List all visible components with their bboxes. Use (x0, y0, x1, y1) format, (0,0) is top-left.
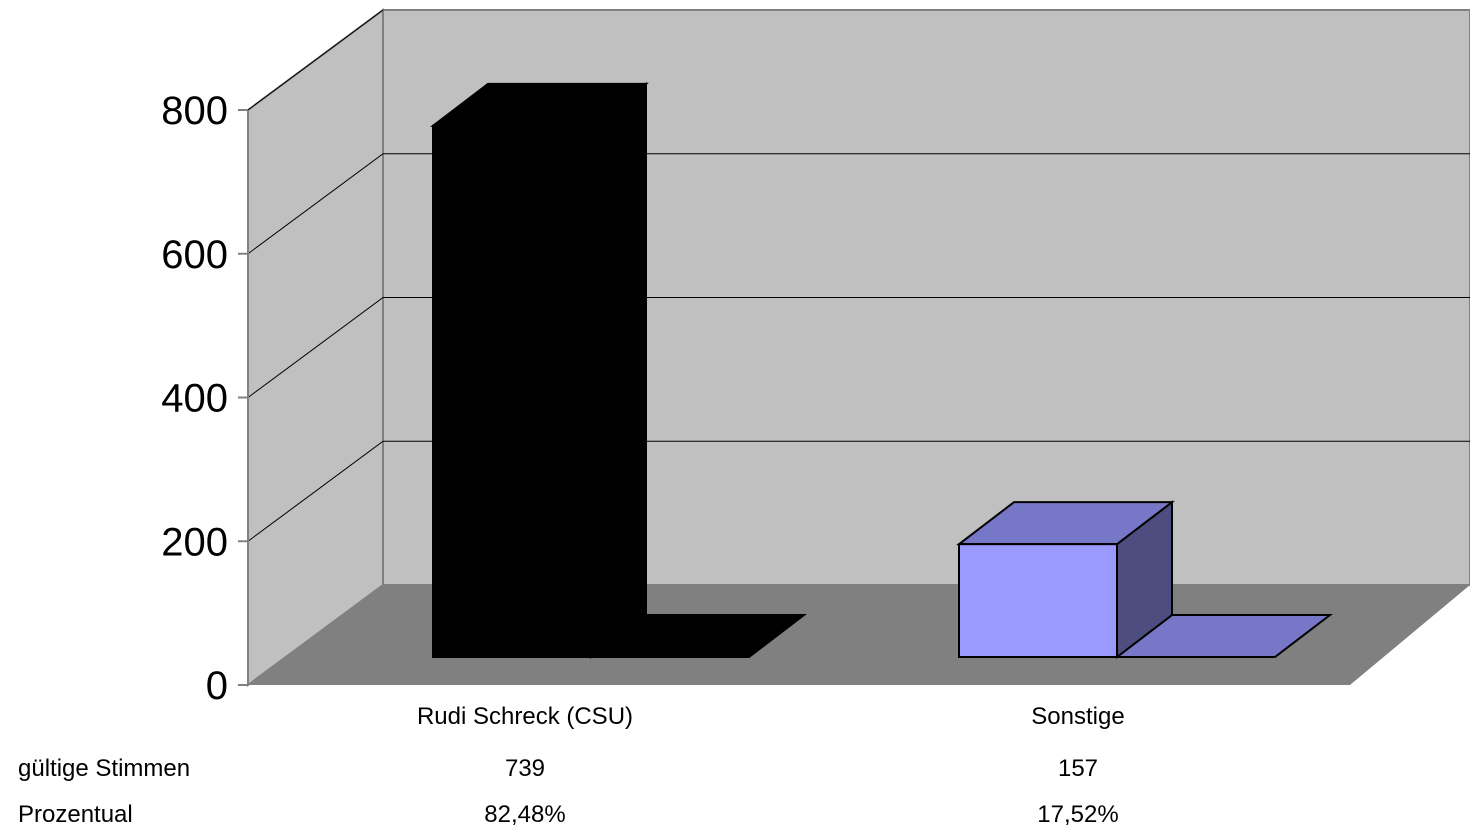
gridline-side (247, 153, 384, 255)
gridline-side (247, 9, 384, 111)
y-tick-label: 600 (161, 233, 228, 277)
y-tick-label: 800 (161, 89, 228, 133)
y-tick-label: 400 (161, 377, 228, 421)
category-label: Rudi Schreck (CSU) (417, 703, 633, 730)
table-cell: 739 (505, 755, 545, 782)
data-table: gültige Stimmen 739 157 Prozentual 82,48% 17,… (18, 755, 1119, 828)
x-axis-labels: Rudi Schreck (CSU) Sonstige (417, 703, 1125, 730)
bar-front (432, 124, 592, 658)
table-row-label: Prozentual (18, 801, 133, 828)
table-cell: 17,52% (1037, 801, 1118, 828)
bar-1 (430, 81, 807, 660)
y-tick-label: 200 (161, 520, 228, 564)
bars (430, 81, 1333, 660)
table-cell: 82,48% (484, 801, 565, 828)
gridline-side (247, 440, 384, 542)
bar-side (590, 81, 647, 660)
table-cell: 157 (1058, 755, 1098, 782)
bar-2 (956, 500, 1333, 660)
y-axis: 0 200 400 600 800 (161, 89, 249, 708)
gridline-side (247, 297, 384, 398)
bar-front (958, 543, 1118, 658)
category-label: Sonstige (1031, 703, 1124, 730)
y-tick-label: 0 (206, 664, 228, 708)
table-row-label: gültige Stimmen (18, 755, 190, 782)
